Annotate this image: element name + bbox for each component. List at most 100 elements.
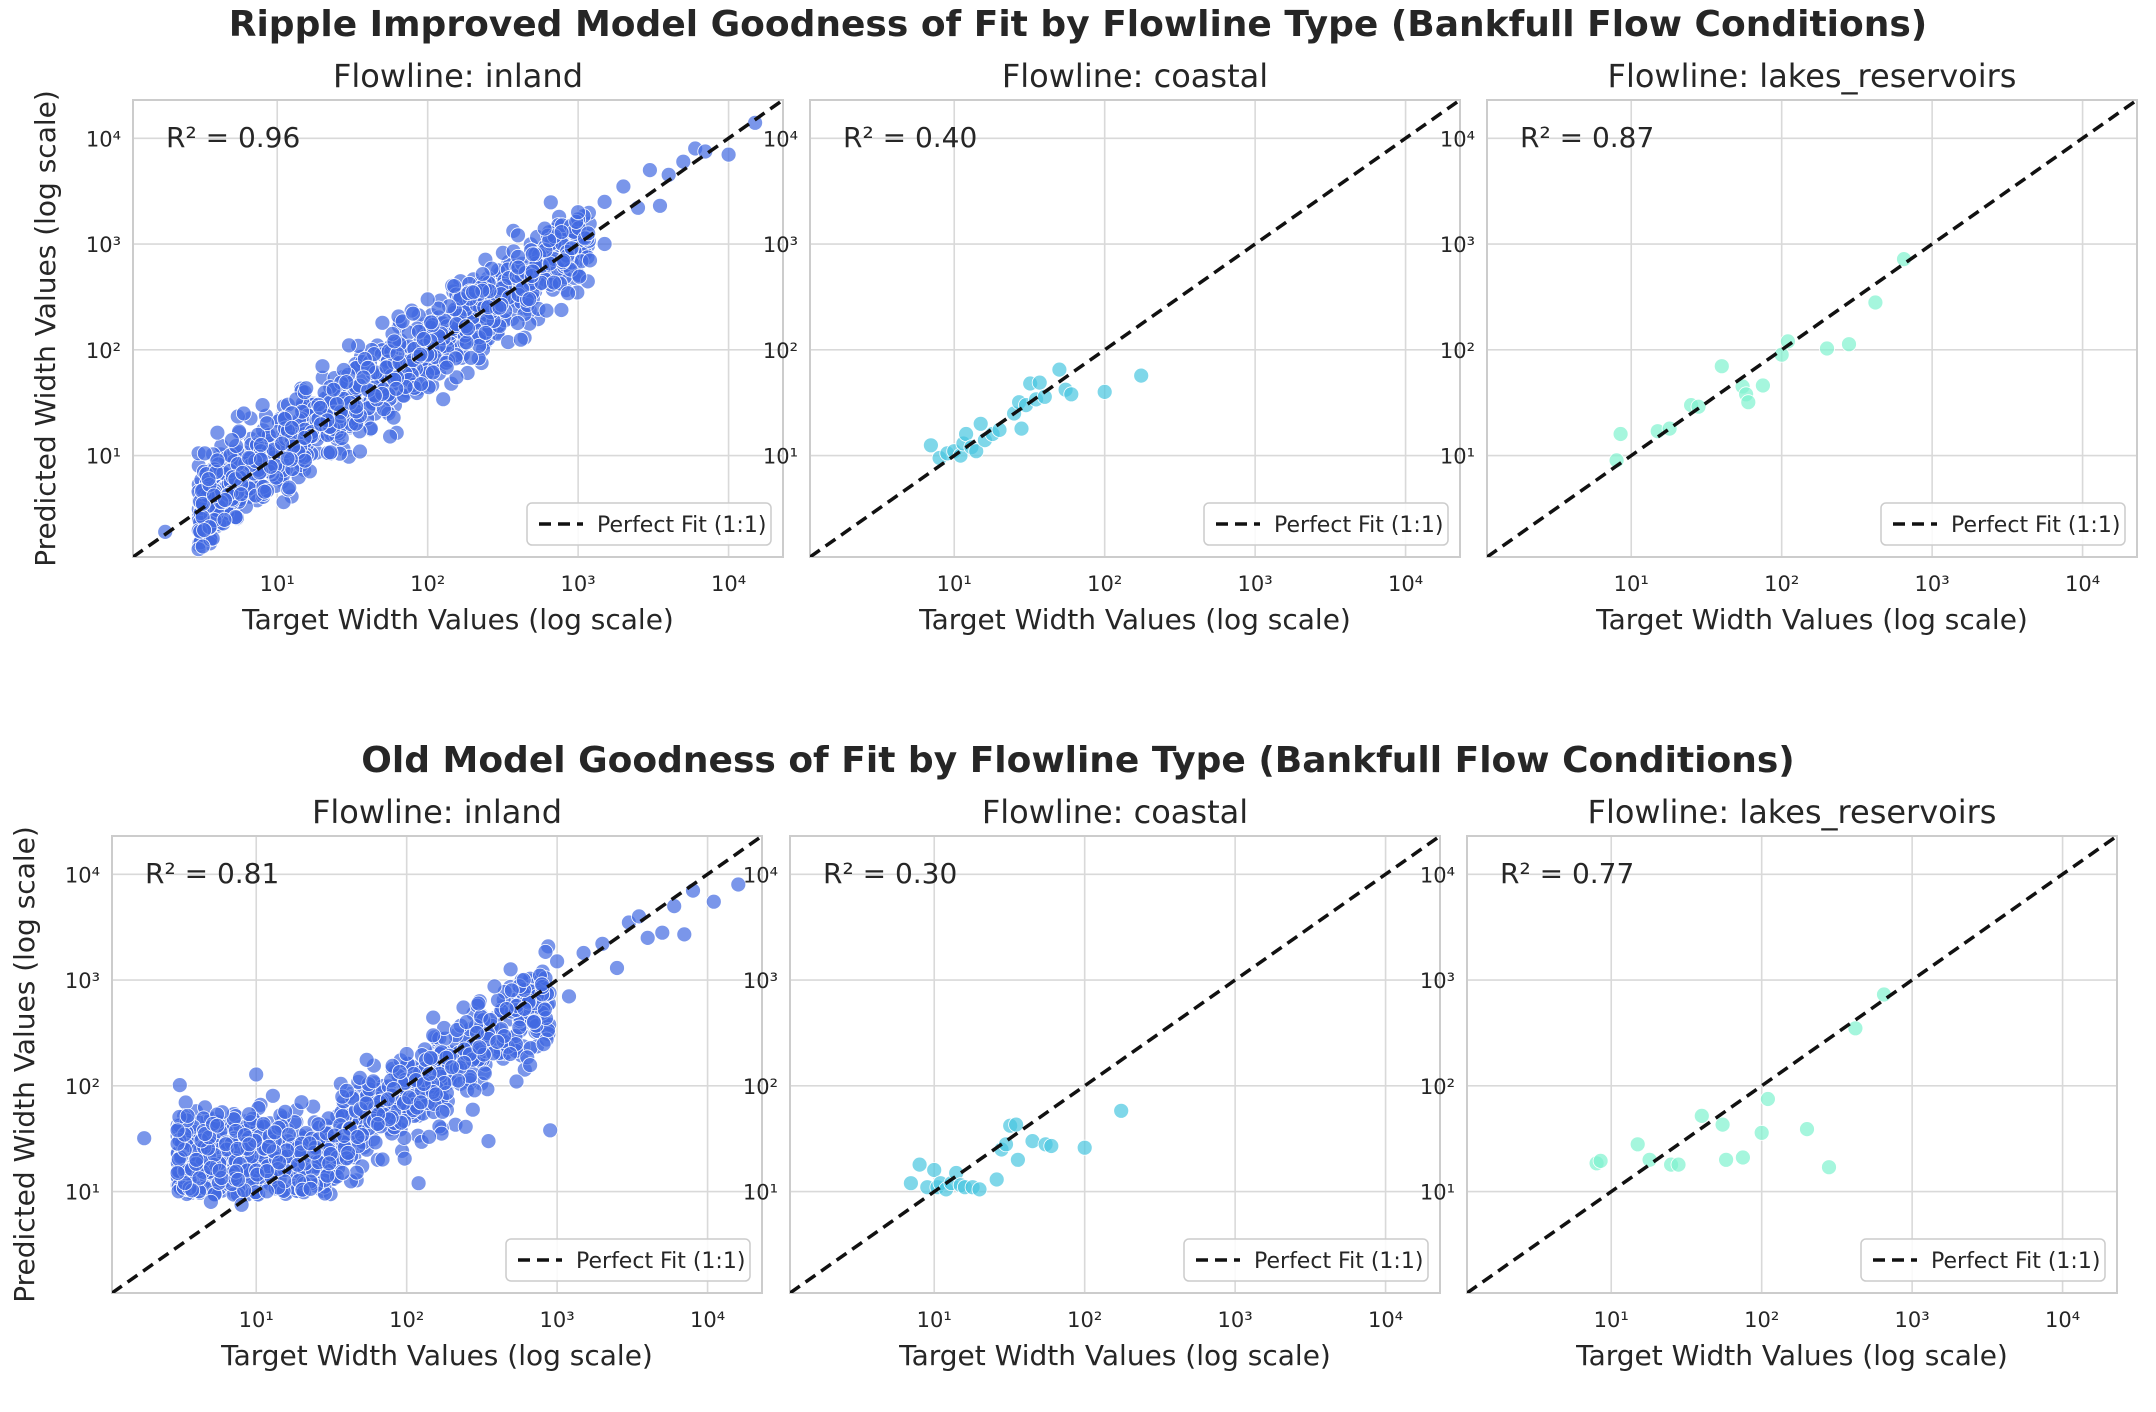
plot-frame	[789, 835, 1441, 1294]
data-point	[1713, 358, 1730, 375]
data-point	[266, 1124, 283, 1141]
perfect-fit-line	[790, 836, 1440, 1293]
data-point	[538, 302, 555, 319]
data-point	[555, 252, 572, 269]
data-point	[277, 1103, 294, 1120]
data-point	[264, 1087, 281, 1104]
data-point	[352, 443, 368, 460]
data-point	[596, 193, 613, 210]
data-point	[705, 893, 722, 910]
data-point	[358, 1095, 375, 1112]
data-point	[1821, 1159, 1837, 1176]
data-point	[391, 1064, 408, 1080]
data-point	[427, 1086, 444, 1103]
x-tick-label: 10¹	[1614, 572, 1649, 596]
data-point	[348, 1164, 365, 1181]
x-tick-label: 10¹	[239, 1308, 274, 1332]
r-squared-annotation: R² = 0.77	[1500, 857, 1634, 890]
legend: Perfect Fit (1:1)	[1183, 1238, 1429, 1282]
y-tick-label: 10²	[65, 1075, 100, 1099]
data-point	[413, 376, 430, 393]
data-point	[310, 1116, 327, 1133]
y-axis-label: Predicted Width Values (log scale)	[8, 826, 41, 1303]
data-point	[1036, 388, 1053, 405]
data-point	[926, 1162, 943, 1178]
data-point	[274, 435, 291, 452]
data-point	[438, 359, 455, 376]
data-point	[536, 1001, 553, 1018]
x-tick-label: 10⁴	[690, 1308, 725, 1332]
data-point	[296, 452, 313, 469]
data-point	[223, 432, 240, 449]
data-point	[435, 391, 452, 408]
data-point	[465, 284, 481, 301]
data-point	[561, 988, 577, 1005]
data-point	[1629, 1136, 1646, 1153]
data-point	[169, 1165, 186, 1181]
data-point	[254, 397, 271, 414]
data-point	[509, 315, 526, 331]
data-point	[458, 1014, 475, 1030]
legend-box	[1880, 502, 2126, 546]
x-tick-label: 10¹	[1594, 1308, 1629, 1332]
data-point	[570, 204, 586, 221]
x-axis-label: Target Width Values (log scale)	[220, 1339, 653, 1372]
data-point	[423, 314, 440, 331]
data-point	[396, 1150, 413, 1167]
x-axis-label: Target Width Values (log scale)	[1595, 603, 2028, 636]
data-point	[382, 428, 399, 445]
top-figure-title: Ripple Improved Model Goodness of Fit by…	[229, 4, 1928, 45]
data-point	[386, 333, 403, 350]
legend-label: Perfect Fit (1:1)	[1951, 513, 2120, 538]
panel-0-1: 10¹ 10² 10³ 10⁴ 10¹ 10² 10³ 10⁴ Flowline: coasta…	[763, 57, 1461, 636]
data-point	[524, 246, 541, 263]
data-point	[259, 415, 275, 432]
x-tick-label: 10²	[410, 572, 445, 596]
data-point	[1051, 361, 1068, 378]
data-point	[333, 430, 350, 447]
data-point	[349, 1129, 366, 1145]
data-point	[1760, 1091, 1776, 1107]
data-point	[241, 1136, 258, 1153]
data-point	[923, 437, 939, 454]
data-point	[209, 424, 226, 441]
data-point	[466, 1082, 483, 1099]
data-point	[521, 291, 538, 308]
x-tick-label: 10²	[1087, 572, 1122, 596]
legend-box	[505, 1238, 751, 1282]
data-point	[609, 960, 625, 976]
data-point	[730, 876, 747, 893]
data-point	[421, 1065, 438, 1082]
data-point	[419, 291, 436, 308]
data-point	[448, 369, 465, 386]
y-tick-label: 10¹	[763, 445, 798, 469]
data-point	[988, 1171, 1005, 1188]
data-point	[217, 492, 233, 508]
data-point	[480, 1133, 497, 1149]
perfect-fit-line	[1487, 100, 2137, 557]
data-point	[338, 374, 355, 391]
scatter-points	[1608, 251, 1912, 469]
panel-title: Flowline: coastal	[1002, 57, 1268, 95]
x-tick-label: 10⁴	[1368, 1308, 1403, 1332]
data-point	[503, 982, 520, 999]
data-point	[194, 495, 211, 512]
data-point	[1755, 377, 1771, 394]
y-tick-label: 10²	[1440, 339, 1475, 363]
data-point	[1847, 1020, 1864, 1037]
y-tick-label: 10²	[1420, 1075, 1455, 1099]
x-tick-label: 10³	[1895, 1308, 1930, 1332]
y-tick-label: 10⁴	[763, 127, 798, 151]
data-point	[510, 259, 527, 276]
data-point	[450, 1072, 467, 1089]
y-tick-label: 10²	[86, 339, 121, 363]
data-point	[596, 236, 613, 252]
data-point	[1113, 1102, 1130, 1119]
legend-label: Perfect Fit (1:1)	[576, 1249, 745, 1274]
data-point	[179, 1108, 196, 1124]
panel-1-2: 10¹ 10² 10³ 10⁴ 10¹ 10² 10³ 10⁴ Flowline: lakes_…	[1420, 793, 2118, 1372]
y-tick-label: 10⁴	[743, 863, 778, 887]
perfect-fit-line	[1467, 836, 2117, 1293]
data-point	[464, 1101, 481, 1118]
